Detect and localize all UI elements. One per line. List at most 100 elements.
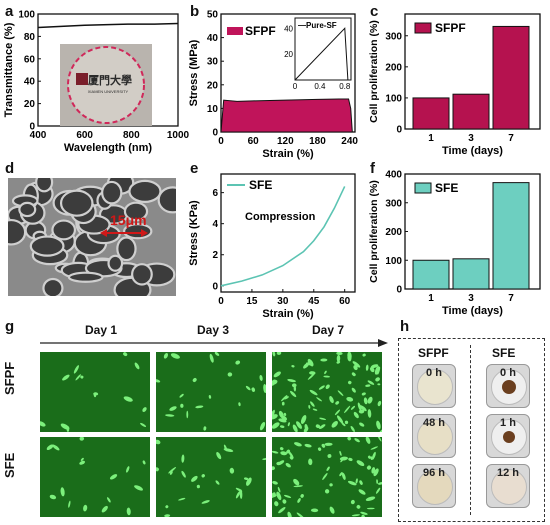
y-tick-label: 300	[385, 31, 402, 42]
cell	[277, 486, 281, 493]
cell	[308, 458, 313, 466]
cell	[337, 390, 344, 396]
scale-label: 15μm	[110, 212, 147, 228]
cell	[259, 375, 263, 381]
day-7-label: Day 7	[312, 323, 345, 337]
pore	[35, 178, 54, 193]
chart-f-proliferation: 0 100 200 300 400 1 3 7 Time (days) Cell prolifer…	[368, 170, 541, 317]
cell	[215, 480, 220, 485]
dashed-circle	[67, 46, 145, 124]
cell	[336, 360, 341, 364]
pore	[107, 254, 124, 272]
cell	[290, 390, 297, 398]
cell	[348, 457, 353, 462]
cell	[109, 474, 118, 480]
cell	[186, 410, 189, 419]
x-tick-label: 30	[277, 296, 289, 307]
cell	[336, 415, 344, 424]
cell	[179, 393, 184, 398]
cell	[163, 353, 169, 359]
cell	[272, 352, 276, 357]
y-tick-label: 200	[385, 227, 402, 238]
cell	[377, 400, 382, 407]
cell	[331, 421, 338, 428]
cell	[300, 415, 307, 424]
cell	[341, 422, 346, 427]
cell	[156, 439, 161, 445]
cell	[377, 482, 382, 485]
inset-legend: —Pure-SF	[298, 21, 337, 30]
bar-day-7	[492, 182, 530, 290]
cell	[341, 472, 346, 480]
cell	[272, 466, 275, 471]
cell	[329, 396, 334, 404]
cell	[196, 484, 200, 489]
panel-label-d: d	[5, 160, 15, 177]
legend-sfe: SFE	[249, 178, 272, 192]
cell	[367, 455, 371, 459]
cell	[320, 358, 328, 362]
cell	[365, 437, 371, 444]
dish-sfpf-48h: 48 h	[412, 414, 456, 458]
cell	[272, 493, 277, 498]
cell	[358, 409, 365, 414]
cell	[350, 405, 356, 410]
cell	[287, 379, 296, 383]
cell	[307, 358, 314, 367]
cell	[134, 485, 144, 491]
cell	[310, 401, 315, 407]
cell	[353, 411, 359, 419]
cell	[280, 451, 288, 456]
y-tick-label: 20	[207, 80, 219, 91]
sem-image: 15μm	[8, 178, 176, 296]
cell	[374, 366, 380, 375]
row-label-sfe: SFE	[2, 452, 17, 478]
cell	[273, 424, 277, 429]
pore	[123, 201, 149, 222]
cell	[357, 402, 362, 411]
cell	[156, 379, 161, 383]
y-axis-label: Cell proliferation (%)	[368, 20, 380, 123]
cell	[366, 465, 372, 470]
cell	[327, 454, 332, 458]
cell	[348, 380, 352, 385]
cell	[235, 360, 241, 365]
panel-label-c: c	[370, 3, 379, 20]
pure-sf-line	[294, 27, 349, 81]
x-tick-label: 1	[428, 293, 434, 304]
cell	[246, 477, 252, 486]
legend-swatch-sfpf	[227, 27, 243, 35]
cell	[321, 443, 326, 448]
dish-sfe-12h: 12 h	[486, 464, 530, 508]
cell	[195, 405, 204, 409]
cell	[68, 500, 71, 508]
cell	[376, 479, 378, 484]
y-axis-label: Stress (MPa)	[188, 39, 200, 106]
x-tick-label: 3	[468, 293, 474, 304]
cell	[75, 374, 81, 381]
cell	[369, 366, 375, 373]
cell	[165, 414, 175, 417]
x-tick-label: 60	[248, 136, 260, 147]
cell	[319, 424, 326, 430]
bar-day-1	[412, 97, 450, 130]
pore	[29, 235, 65, 257]
y-tick-label: 0	[396, 125, 402, 136]
logo-mark	[76, 73, 88, 85]
transmittance-line	[37, 22, 179, 29]
x-tick-label: 400	[30, 130, 47, 141]
cell	[227, 372, 233, 377]
pore	[42, 277, 64, 296]
sfpf-area	[220, 98, 353, 133]
cell	[373, 468, 379, 477]
cell	[359, 405, 367, 412]
cell	[106, 497, 111, 503]
bar-day-1	[412, 259, 450, 290]
x-tick-label: 600	[76, 130, 93, 141]
cell	[216, 452, 222, 460]
cell	[304, 424, 308, 431]
cell	[282, 499, 287, 504]
cell	[293, 478, 300, 486]
bar-day-3	[452, 93, 490, 130]
cell	[309, 389, 318, 396]
